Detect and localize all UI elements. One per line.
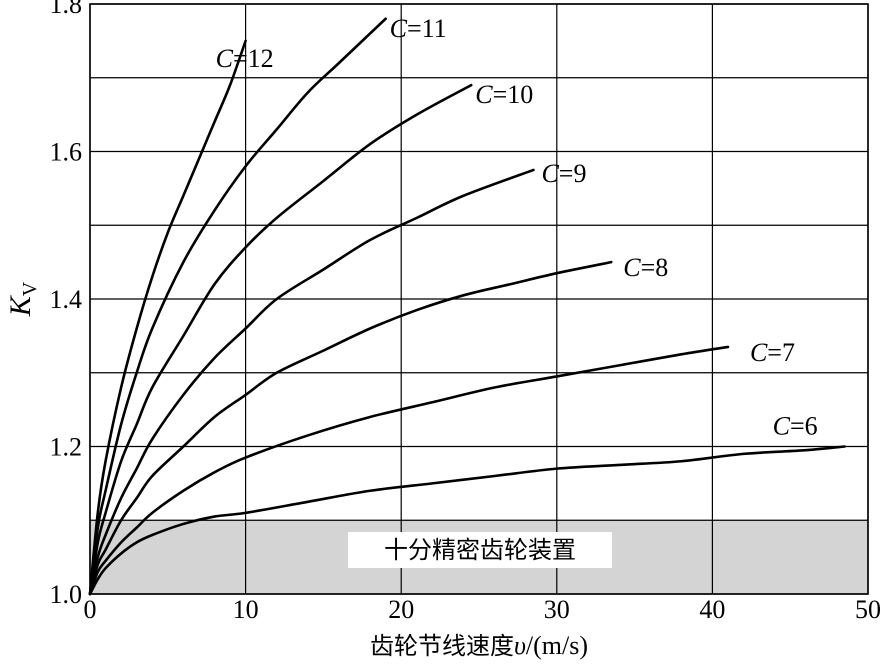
y-tick-label: 1.4	[50, 285, 83, 314]
curve-c-12	[88, 39, 247, 596]
curve-label-var: C	[750, 338, 768, 367]
curves	[88, 17, 846, 596]
x-axis-label-text: 齿轮节线速度	[370, 632, 514, 660]
x-axis-label: 齿轮节线速度υ/(m/s)	[370, 631, 588, 660]
curve-label-var: C	[541, 159, 559, 188]
curve-c-8	[88, 260, 613, 596]
curve-label: C=7	[750, 338, 795, 367]
region-label-background	[348, 532, 612, 568]
region-label: 十分精密齿轮装置	[384, 536, 576, 564]
x-tick-label: 0	[84, 595, 97, 624]
curve-label-value: =11	[407, 14, 447, 43]
y-tick-label: 1.0	[50, 580, 83, 609]
curve-label: C=8	[623, 253, 668, 282]
y-tick-label: 1.6	[50, 138, 83, 167]
x-axis-label-var: υ	[514, 631, 526, 660]
y-axis-label-main: K	[4, 294, 37, 317]
x-tick-label: 40	[699, 595, 725, 624]
plot-frame	[89, 3, 869, 595]
curve-label: C=9	[541, 159, 586, 188]
x-tick-label: 10	[233, 595, 259, 624]
curve-label: C=6	[773, 412, 818, 441]
curve-c-11	[88, 17, 387, 596]
y-tick-label: 1.2	[50, 433, 83, 462]
tick-labels: 0 10 20 30 40 50 1.0 1.2 1.4 1.6 1.8	[50, 0, 882, 624]
y-axis-label-sub: V	[19, 281, 41, 296]
curve-label-value: =7	[767, 338, 795, 367]
x-tick-label: 50	[855, 595, 881, 624]
curve-c-7	[88, 345, 730, 596]
curve-label-value: =8	[641, 253, 669, 282]
y-axis-label: KV	[4, 281, 41, 317]
x-axis-label-unit: /(m/s)	[526, 631, 588, 660]
curve-label-var: C	[773, 412, 791, 441]
curve-label-var: C	[390, 14, 408, 43]
curve-label-value: =12	[233, 44, 274, 73]
curve-c-9	[88, 168, 535, 596]
curve-c-10	[88, 83, 473, 596]
curve-label: C=11	[390, 14, 447, 43]
curve-label: C=10	[475, 80, 533, 109]
curve-labels: C=12C=11C=10C=9C=8C=7C=6	[216, 14, 818, 441]
y-tick-label: 1.8	[50, 0, 83, 19]
curve-c-6	[88, 445, 846, 596]
curve-label-value: =9	[559, 159, 587, 188]
curve-label: C=12	[216, 44, 274, 73]
x-tick-label: 30	[544, 595, 570, 624]
x-tick-label: 20	[388, 595, 414, 624]
curve-label-value: =10	[493, 80, 534, 109]
curve-label-var: C	[475, 80, 493, 109]
curve-label-value: =6	[790, 412, 818, 441]
curve-label-var: C	[216, 44, 234, 73]
curve-label-var: C	[623, 253, 641, 282]
